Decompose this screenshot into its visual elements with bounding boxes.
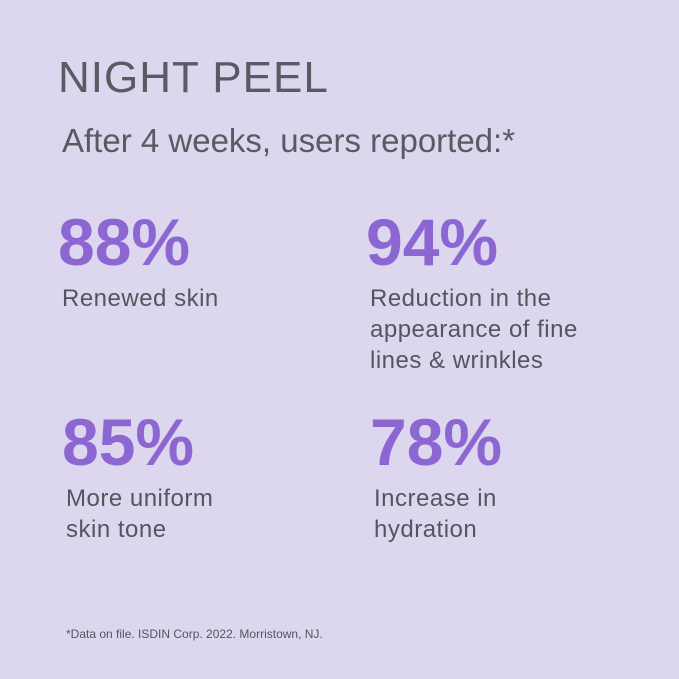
stat-label: lines & wrinkles [370,347,543,374]
stat-label: Reduction in the [370,285,551,312]
stat-value: 78% [370,405,502,479]
stat-label: Increase in [374,485,497,512]
subtitle: After 4 weeks, users reported:* [62,122,515,159]
stat-value: 85% [62,405,194,479]
footnote: *Data on file. ISDIN Corp. 2022. Morrist… [66,627,323,641]
stat-label: skin tone [66,516,167,543]
stat-value: 88% [58,205,190,279]
stat-value: 94% [366,205,498,279]
stat-label: Renewed skin [62,285,219,312]
stat-label: More uniform [66,485,213,512]
stat-label: hydration [374,516,477,543]
stat-label: appearance of fine [370,316,578,343]
title: NIGHT PEEL [58,53,329,102]
